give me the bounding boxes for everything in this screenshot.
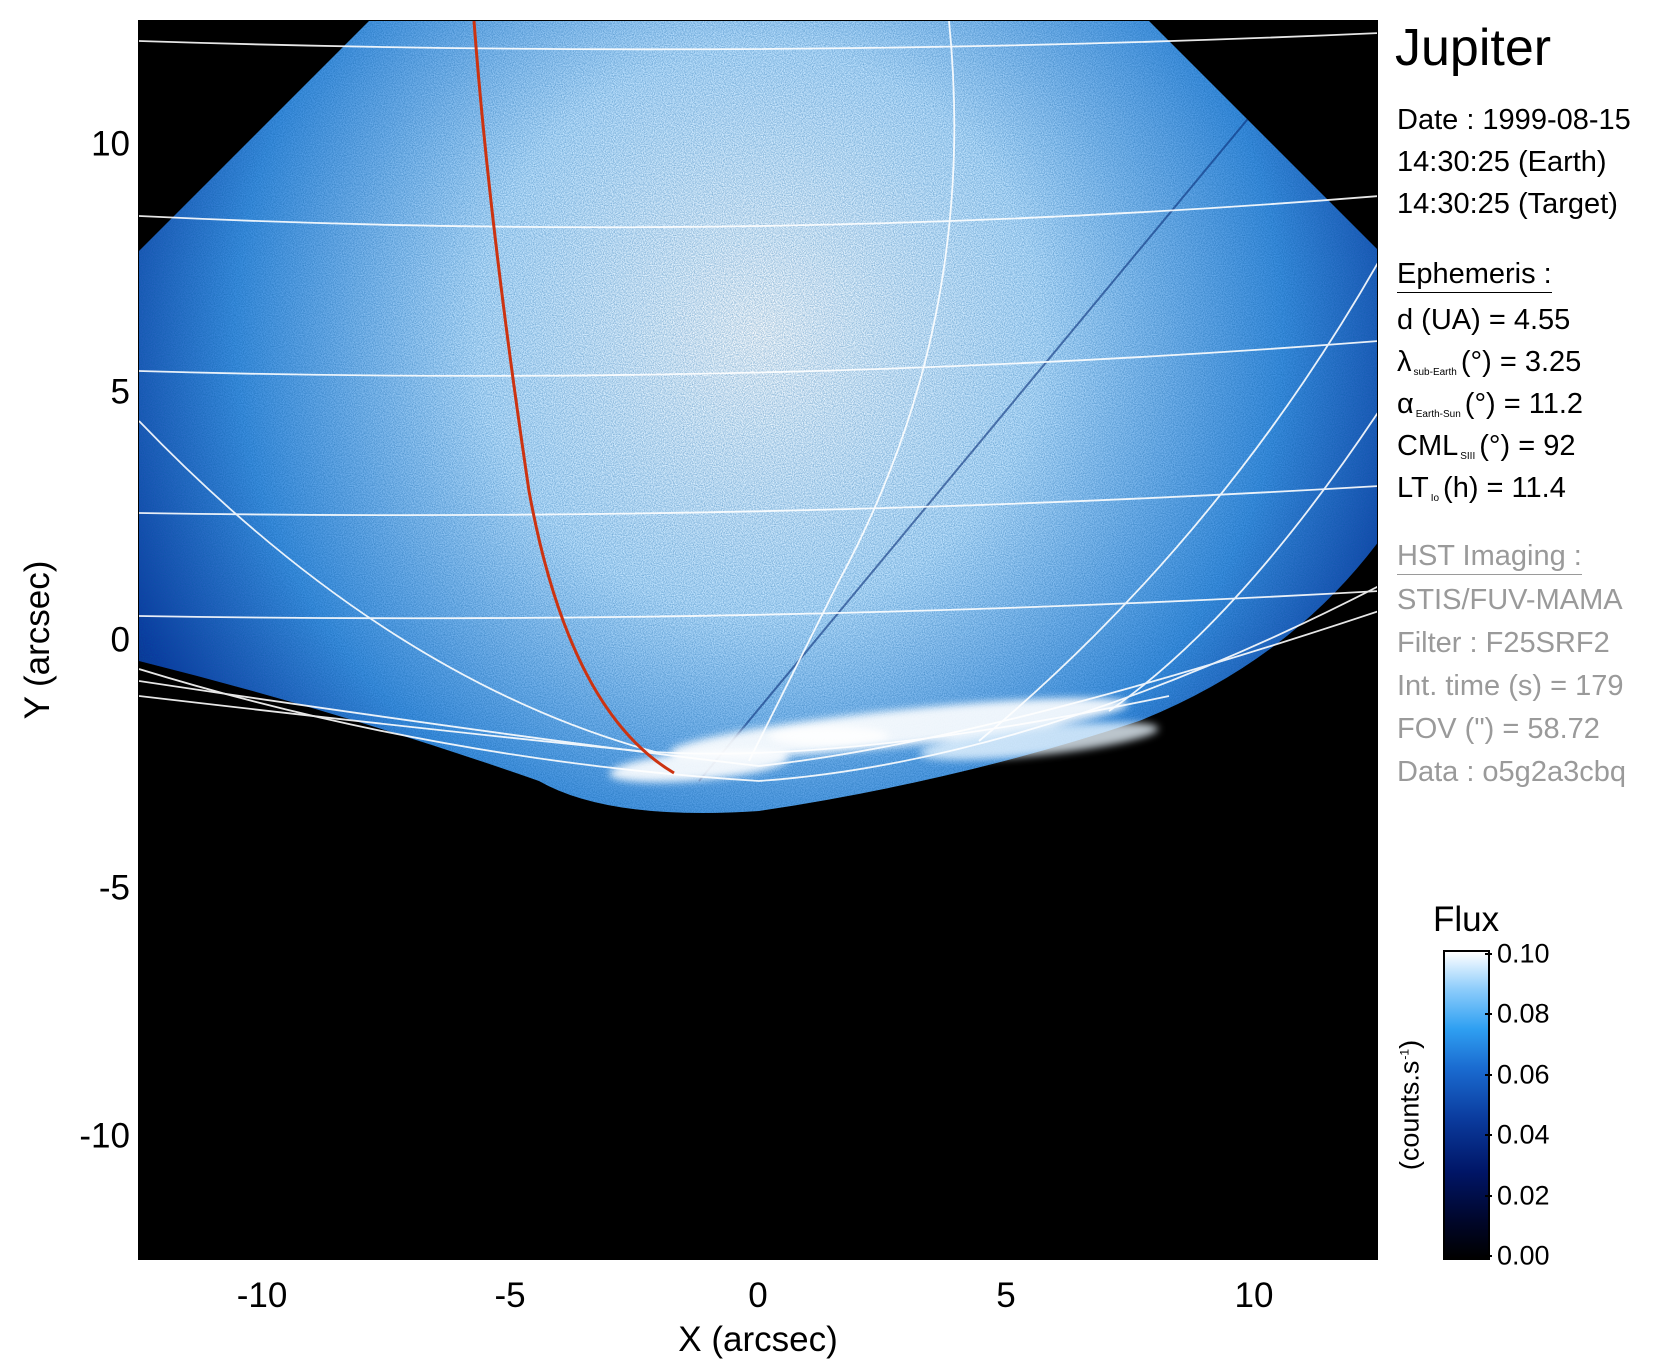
colorbar-tick-label: 0.10 xyxy=(1497,938,1550,969)
alpha-line: α Earth-Sun (°) = 11.2 xyxy=(1397,388,1584,420)
time-target: 14:30:25 (Target) xyxy=(1397,188,1618,220)
colorbar-tick-mark xyxy=(1485,953,1492,955)
footprint-line xyxy=(472,21,675,775)
colorbar-unit: (counts.s-1) xyxy=(1394,1039,1425,1171)
colorbar-tick-mark xyxy=(1485,1194,1492,1197)
time-earth: 14:30:25 (Earth) xyxy=(1397,146,1607,178)
y-tick-label: 5 xyxy=(110,372,130,412)
colorbar-tick-mark xyxy=(1485,1134,1492,1137)
colorbar-tick-label: 0.02 xyxy=(1497,1180,1550,1211)
x-axis-title: X (arcsec) xyxy=(678,1320,838,1359)
cml-line: CML SIII (°) = 92 xyxy=(1397,430,1576,462)
fov-line: FOV (") = 58.72 xyxy=(1397,713,1600,745)
y-tick-label: -5 xyxy=(98,868,130,908)
x-tick-label: 10 xyxy=(1234,1276,1274,1315)
colorbar-tick-label: 0.00 xyxy=(1497,1240,1550,1271)
y-tick-label: -10 xyxy=(79,1116,130,1156)
colorbar-title: Flux xyxy=(1433,900,1500,939)
x-tick-label: 5 xyxy=(996,1276,1016,1315)
data-id-line: Data : o5g2a3cbq xyxy=(1397,756,1626,788)
target-name: Jupiter xyxy=(1395,19,1552,77)
y-axis-title: Y (arcsec) xyxy=(18,560,57,720)
y-tick-label: 0 xyxy=(110,620,130,660)
colorbar-tick-mark xyxy=(1485,1073,1492,1076)
lt-line: LT Io (h) = 11.4 xyxy=(1397,472,1566,504)
ephemeris-heading: Ephemeris : xyxy=(1397,258,1552,293)
colorbar-tick-mark xyxy=(1485,1255,1492,1257)
colorbar-tick-label: 0.08 xyxy=(1497,998,1550,1029)
y-tick-label: 10 xyxy=(91,124,130,164)
x-tick-label: -5 xyxy=(494,1276,526,1315)
lambda-line: λ sub-Earth (°) = 3.25 xyxy=(1397,346,1582,378)
distance-line: d (UA) = 4.55 xyxy=(1397,304,1571,336)
colorbar-tick-label: 0.06 xyxy=(1497,1059,1550,1090)
colorbar xyxy=(1443,950,1490,1260)
colorbar-tick-label: 0.04 xyxy=(1497,1119,1550,1150)
planet-disk xyxy=(139,21,1377,813)
imaging-heading: HST Imaging : xyxy=(1397,540,1582,575)
date-line: Date : 1999-08-15 xyxy=(1397,104,1631,136)
coordinate-grid xyxy=(139,21,1377,782)
instrument-line: STIS/FUV-MAMA xyxy=(1397,584,1623,616)
x-tick-label: 0 xyxy=(748,1276,768,1315)
image-svg xyxy=(139,21,1377,813)
auroral-image xyxy=(138,20,1378,1260)
int-time-line: Int. time (s) = 179 xyxy=(1397,670,1624,702)
x-tick-label: -10 xyxy=(236,1276,288,1315)
colorbar-tick-mark xyxy=(1485,1013,1492,1016)
filter-line: Filter : F25SRF2 xyxy=(1397,627,1610,659)
